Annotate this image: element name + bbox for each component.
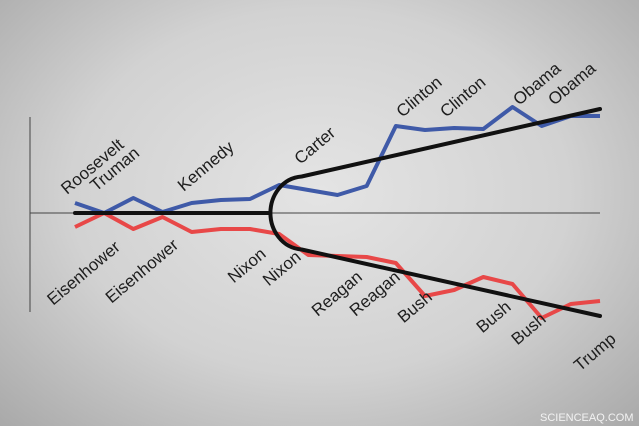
president-label: Nixon [259,247,305,289]
president-label: Kennedy [174,137,238,195]
trend-fork-line [73,107,602,318]
president-label: Clinton [437,72,490,121]
watermark: SCIENCEAQ.COM [540,412,634,424]
president-label: Clinton [393,72,446,121]
president-label: Bush [473,297,515,336]
president-label: Carter [291,123,340,168]
series-line-blue [74,105,600,215]
president-label: Trump [570,329,619,375]
